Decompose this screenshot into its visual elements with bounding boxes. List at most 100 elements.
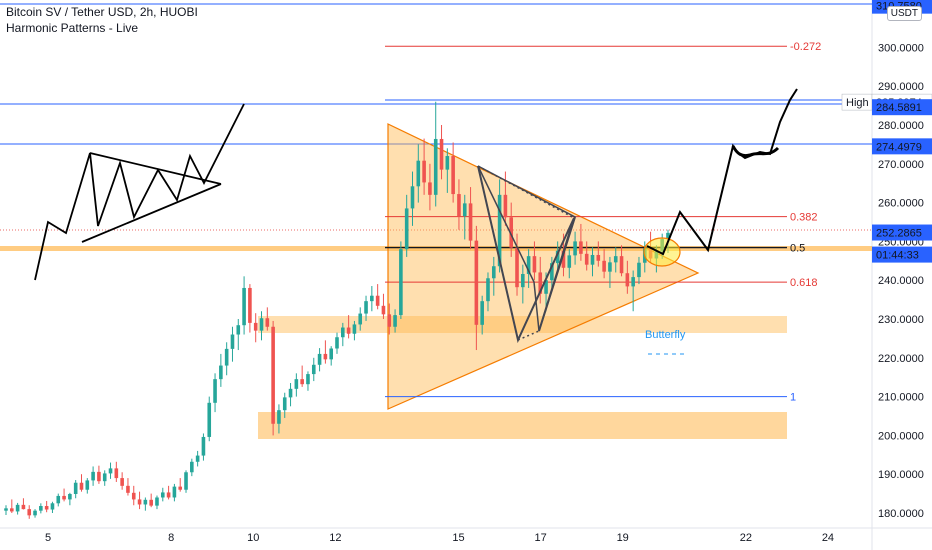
candle-body xyxy=(21,504,26,510)
candle-body xyxy=(462,203,467,217)
y-tick-label: 210.0000 xyxy=(878,392,924,404)
candle-body xyxy=(445,156,450,170)
candle-body xyxy=(364,301,368,314)
candle-body xyxy=(381,305,386,315)
candle-body xyxy=(399,249,403,316)
candle-body xyxy=(236,325,241,335)
candle-body xyxy=(39,506,43,511)
support-band xyxy=(0,246,872,251)
price-tag xyxy=(872,138,932,155)
candle-body xyxy=(317,353,322,365)
candle-body xyxy=(195,455,200,462)
candle-body xyxy=(387,314,392,327)
x-tick-label: 17 xyxy=(534,532,546,544)
x-tick-label: 10 xyxy=(247,532,259,544)
candle-body xyxy=(323,353,328,360)
candle-body xyxy=(160,492,165,498)
candle-body xyxy=(329,348,333,360)
candle-body xyxy=(294,379,299,389)
x-tick-label: 5 xyxy=(45,532,51,544)
demand-zone-lower xyxy=(258,412,787,439)
candle-body xyxy=(143,499,148,505)
candle-body xyxy=(613,256,618,263)
candle-body xyxy=(27,509,32,516)
chart-header: Bitcoin SV / Tether USD, 2h, HUOBI Harmo… xyxy=(6,4,198,36)
fib-level-label: 0.382 xyxy=(790,212,818,224)
candle-body xyxy=(4,508,8,511)
candle-body xyxy=(532,256,537,273)
candle-body xyxy=(190,461,194,473)
candle-body xyxy=(451,156,455,195)
y-tick-label: 180.0000 xyxy=(878,508,924,520)
left-pattern-drawing xyxy=(34,103,245,281)
candle-body xyxy=(242,287,246,326)
candle-body xyxy=(335,337,339,349)
price-tag-text: 252.2865 xyxy=(876,228,922,240)
candle-body xyxy=(166,492,171,498)
candle-body xyxy=(79,482,84,490)
candle-body xyxy=(253,322,258,331)
y-tick-label: 200.0000 xyxy=(878,430,924,442)
candle-body xyxy=(579,241,583,254)
candle-body xyxy=(422,160,426,183)
candle-body xyxy=(10,508,14,512)
candle-body xyxy=(33,510,37,516)
price-tag xyxy=(872,224,932,241)
candle-body xyxy=(102,473,107,482)
y-tick-label: 230.0000 xyxy=(878,314,924,326)
candle-body xyxy=(15,504,20,512)
candle-body xyxy=(555,250,560,264)
candle-body xyxy=(201,436,206,456)
y-tick-label: 260.0000 xyxy=(878,198,924,210)
candle-body xyxy=(131,492,136,500)
fib-level-label: 0.618 xyxy=(790,277,818,289)
candle-body xyxy=(596,254,601,261)
candle-body xyxy=(666,232,670,240)
x-tick-label: 19 xyxy=(617,532,629,544)
candle-body xyxy=(184,472,188,490)
currency-button[interactable]: USDT xyxy=(886,6,922,21)
candle-body xyxy=(584,253,589,265)
candle-body xyxy=(608,262,612,272)
candle-body xyxy=(56,495,61,504)
candle-body xyxy=(73,482,78,494)
candle-body xyxy=(306,374,310,385)
candle-body xyxy=(625,273,630,287)
candle-body xyxy=(62,495,66,500)
fib-level-label: 0.5 xyxy=(790,243,805,255)
x-tick-label: 22 xyxy=(740,532,752,544)
candle-body xyxy=(137,499,142,505)
butterfly-label: Butterfly xyxy=(645,329,686,341)
candlesticks xyxy=(4,101,670,519)
candle-body xyxy=(474,240,479,325)
candle-body xyxy=(416,160,421,187)
candle-body xyxy=(155,497,159,506)
candle-body xyxy=(491,266,496,279)
candle-body xyxy=(393,315,397,327)
candle-body xyxy=(108,468,113,474)
fibonacci-levels: -0.272 0.382 0.5 0.618 1 xyxy=(385,41,821,404)
candle-body xyxy=(637,262,641,278)
candle-body xyxy=(619,256,624,274)
candle-body xyxy=(300,379,304,385)
candle-body xyxy=(526,256,531,274)
harmonic-legs xyxy=(477,165,576,332)
candle-body xyxy=(114,468,119,479)
candle-body xyxy=(497,194,502,267)
candle-body xyxy=(50,503,55,510)
x-tick-label: 12 xyxy=(329,532,341,544)
prz-ellipse xyxy=(643,237,681,267)
y-tick-label: 270.0000 xyxy=(878,159,924,171)
y-axis-ticks: 180.0000 190.0000 200.0000 210.0000 220.0000… xyxy=(878,1,924,520)
candle-body xyxy=(480,301,484,325)
x-tick-label: 15 xyxy=(452,532,464,544)
candle-body xyxy=(213,379,217,403)
candle-body xyxy=(550,263,554,281)
candle-body xyxy=(126,485,130,493)
candle-body xyxy=(91,471,95,481)
candle-body xyxy=(590,254,595,265)
candle-body xyxy=(288,388,293,398)
candle-body xyxy=(282,397,287,411)
candle-body xyxy=(248,287,252,323)
